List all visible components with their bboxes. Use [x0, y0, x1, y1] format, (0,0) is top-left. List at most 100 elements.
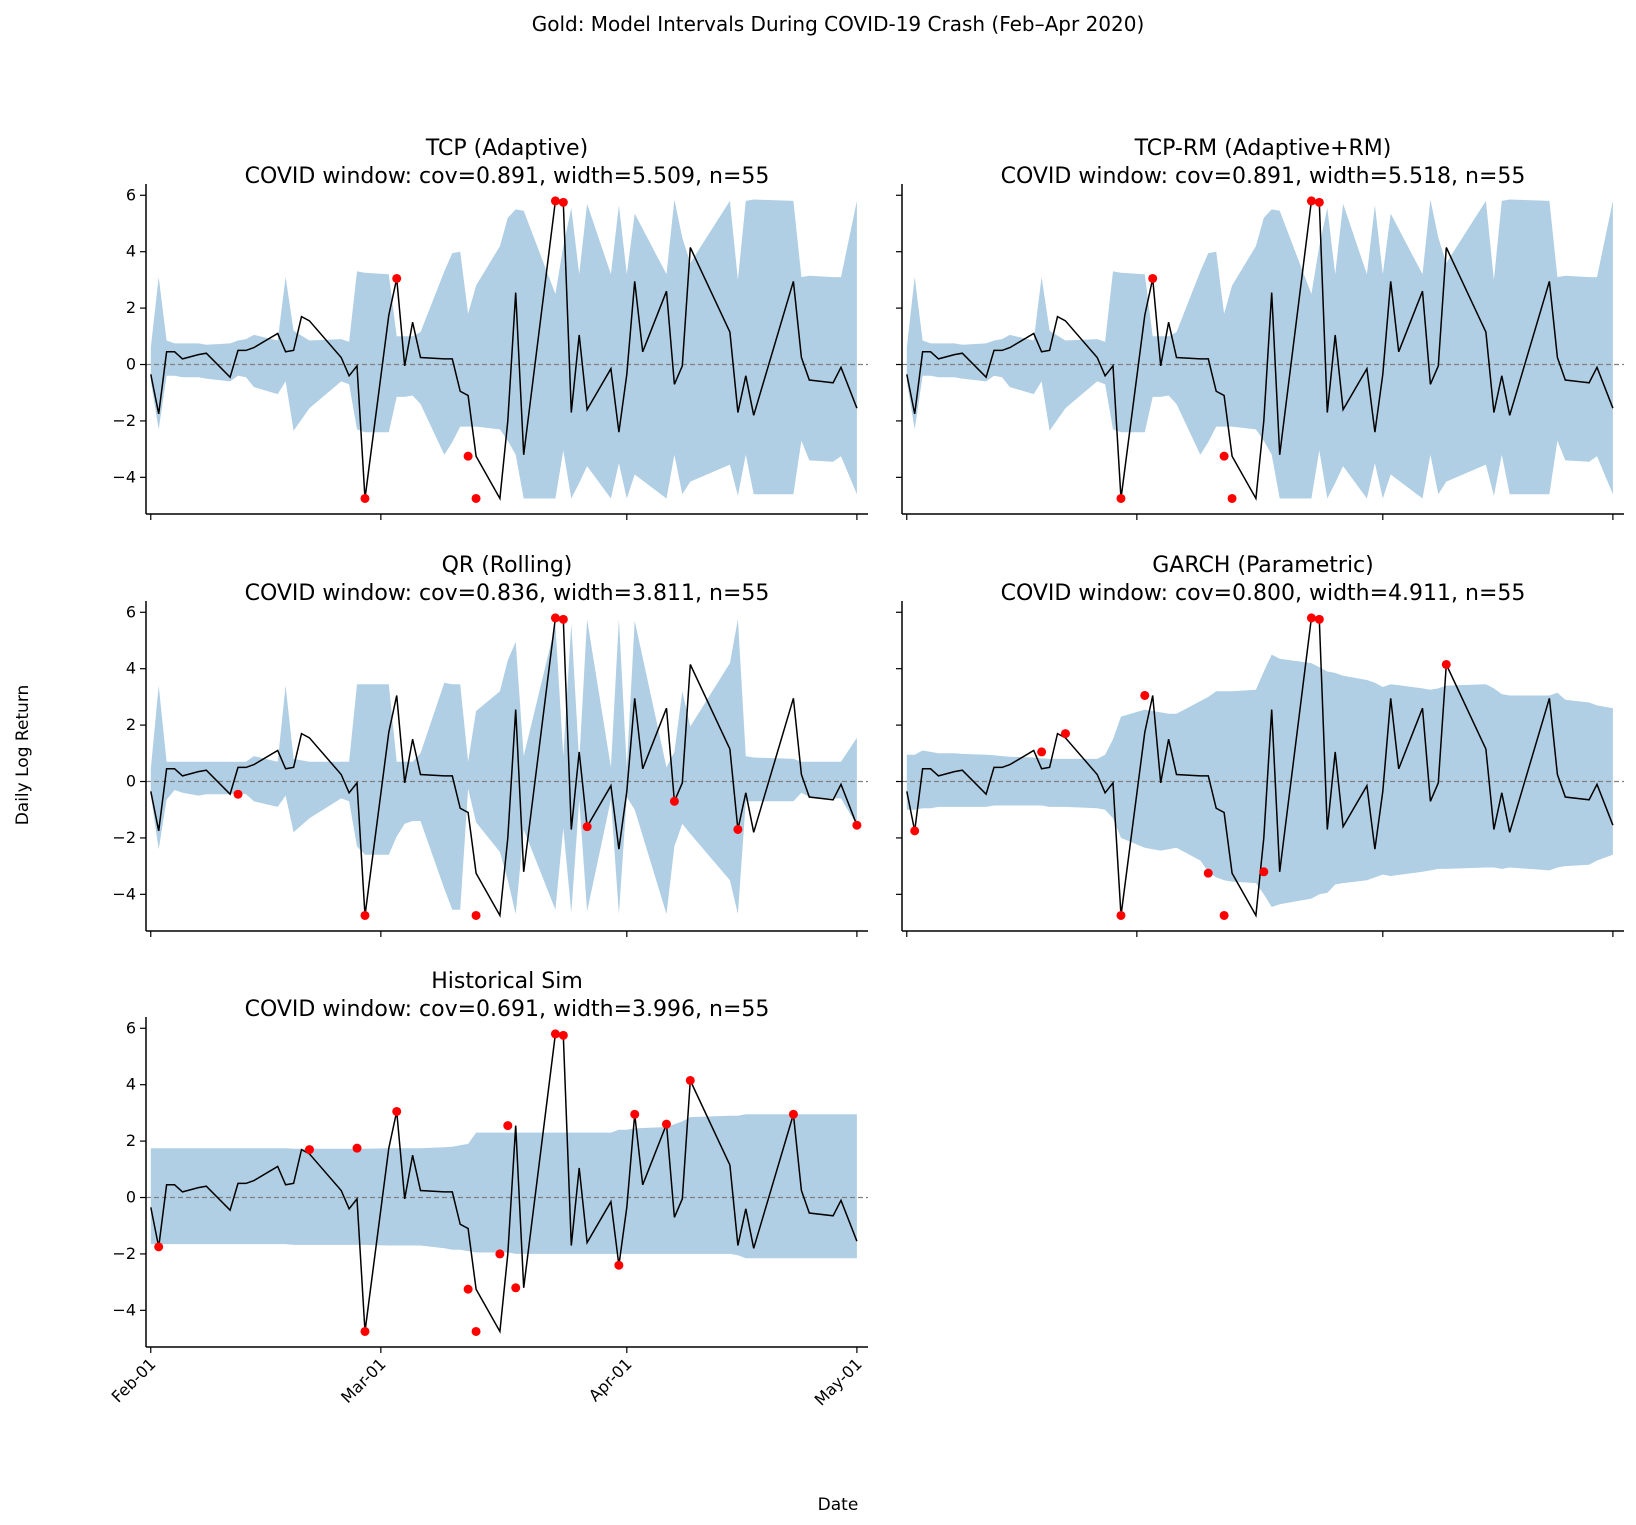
y-tick-label: 2 — [126, 715, 136, 734]
miss-point — [1219, 910, 1229, 920]
miss-point — [852, 820, 862, 830]
miss-point — [1203, 868, 1213, 878]
panel-qr: QR (Rolling) COVID window: cov=0.836, wid… — [112, 553, 868, 937]
miss-point — [1227, 493, 1237, 503]
x-tick-label: Apr-01 — [585, 1354, 636, 1405]
miss-point — [558, 614, 568, 624]
miss-point — [233, 789, 243, 799]
miss-point — [463, 1284, 473, 1294]
miss-point — [392, 1106, 402, 1116]
interval-band — [906, 199, 1613, 499]
miss-point — [1116, 910, 1126, 920]
panel-title: Historical Sim — [431, 969, 583, 994]
panel-hist: Historical Sim COVID window: cov=0.691, w… — [108, 969, 868, 1410]
miss-point — [630, 1109, 640, 1119]
x-tick-label: Feb-01 — [108, 1354, 160, 1406]
return-series-line — [150, 1033, 858, 1334]
panel-tcprm: TCP-RM (Adaptive+RM) COVID window: cov=0.… — [896, 136, 1624, 520]
miss-point — [685, 1075, 695, 1085]
miss-point — [1314, 614, 1324, 624]
y-tick-label: 0 — [126, 772, 136, 791]
miss-point — [360, 1326, 370, 1336]
figure-xlabel: Date — [818, 1495, 859, 1515]
miss-point — [1259, 867, 1269, 877]
panel-subtitle: COVID window: cov=0.691, width=3.996, n=… — [245, 997, 770, 1022]
miss-point — [495, 1249, 505, 1259]
miss-point — [154, 1242, 164, 1252]
figure-ylabel: Daily Log Return — [13, 685, 33, 826]
miss-point — [614, 1260, 624, 1270]
miss-point — [661, 1119, 671, 1129]
miss-point — [360, 910, 370, 920]
miss-point — [910, 826, 920, 836]
miss-point — [1306, 613, 1316, 623]
miss-point — [360, 493, 370, 503]
panel-title: GARCH (Parametric) — [1152, 553, 1373, 578]
y-tick-label: 2 — [126, 298, 136, 317]
y-tick-label: −4 — [112, 1300, 136, 1319]
miss-point — [1148, 273, 1158, 283]
panel-subtitle: COVID window: cov=0.836, width=3.811, n=… — [245, 581, 770, 606]
return-series-line — [906, 617, 1614, 918]
return-series-line — [150, 617, 858, 918]
y-tick-label: 0 — [126, 355, 136, 374]
miss-point — [1441, 659, 1451, 669]
miss-point — [1060, 729, 1070, 739]
y-tick-label: −2 — [112, 828, 136, 847]
y-tick-label: 6 — [126, 1018, 136, 1037]
miss-point — [1314, 197, 1324, 207]
miss-point — [550, 1029, 560, 1039]
interval-band — [150, 619, 857, 915]
x-tick-label: May-01 — [811, 1354, 866, 1409]
miss-point — [550, 196, 560, 206]
miss-point — [669, 796, 679, 806]
miss-point — [511, 1283, 521, 1293]
miss-point — [352, 1143, 362, 1153]
miss-point — [582, 822, 592, 832]
miss-point — [304, 1145, 314, 1155]
miss-point — [733, 824, 743, 834]
figure-suptitle: Gold: Model Intervals During COVID-19 Cr… — [532, 12, 1145, 36]
miss-point — [788, 1109, 798, 1119]
y-tick-label: −4 — [112, 884, 136, 903]
y-tick-label: 4 — [126, 659, 136, 678]
y-tick-label: 2 — [126, 1131, 136, 1150]
panel-tcp: TCP (Adaptive) COVID window: cov=0.891, w… — [112, 136, 868, 520]
return-series-line — [906, 200, 1614, 501]
miss-point — [463, 451, 473, 461]
y-tick-label: 6 — [126, 602, 136, 621]
panel-title: QR (Rolling) — [442, 553, 573, 578]
miss-point — [1219, 451, 1229, 461]
miss-point — [1306, 196, 1316, 206]
panel-subtitle: COVID window: cov=0.891, width=5.518, n=… — [1001, 164, 1526, 189]
miss-point — [1116, 493, 1126, 503]
panel-garch: GARCH (Parametric) COVID window: cov=0.80… — [896, 553, 1624, 937]
y-tick-label: 4 — [126, 1075, 136, 1094]
miss-point — [558, 1030, 568, 1040]
miss-point — [558, 197, 568, 207]
y-tick-label: 4 — [126, 242, 136, 261]
miss-point — [471, 493, 481, 503]
y-tick-label: −2 — [112, 1244, 136, 1263]
panel-subtitle: COVID window: cov=0.891, width=5.509, n=… — [245, 164, 770, 189]
panel-title: TCP (Adaptive) — [425, 136, 588, 161]
miss-point — [471, 910, 481, 920]
miss-point — [471, 1326, 481, 1336]
y-tick-label: −4 — [112, 467, 136, 486]
panel-subtitle: COVID window: cov=0.800, width=4.911, n=… — [1001, 581, 1526, 606]
miss-point — [1037, 747, 1047, 757]
y-tick-label: 0 — [126, 1188, 136, 1207]
y-tick-label: −2 — [112, 411, 136, 430]
panel-title: TCP-RM (Adaptive+RM) — [1134, 136, 1392, 161]
miss-point — [550, 613, 560, 623]
y-tick-label: 6 — [126, 185, 136, 204]
miss-point — [1140, 690, 1150, 700]
interval-band — [906, 654, 1613, 907]
x-tick-label: Mar-01 — [337, 1354, 390, 1407]
interval-band — [150, 199, 857, 499]
miss-point — [503, 1121, 513, 1131]
interval-band — [150, 1114, 857, 1259]
return-series-line — [150, 200, 858, 501]
miss-point — [392, 273, 402, 283]
